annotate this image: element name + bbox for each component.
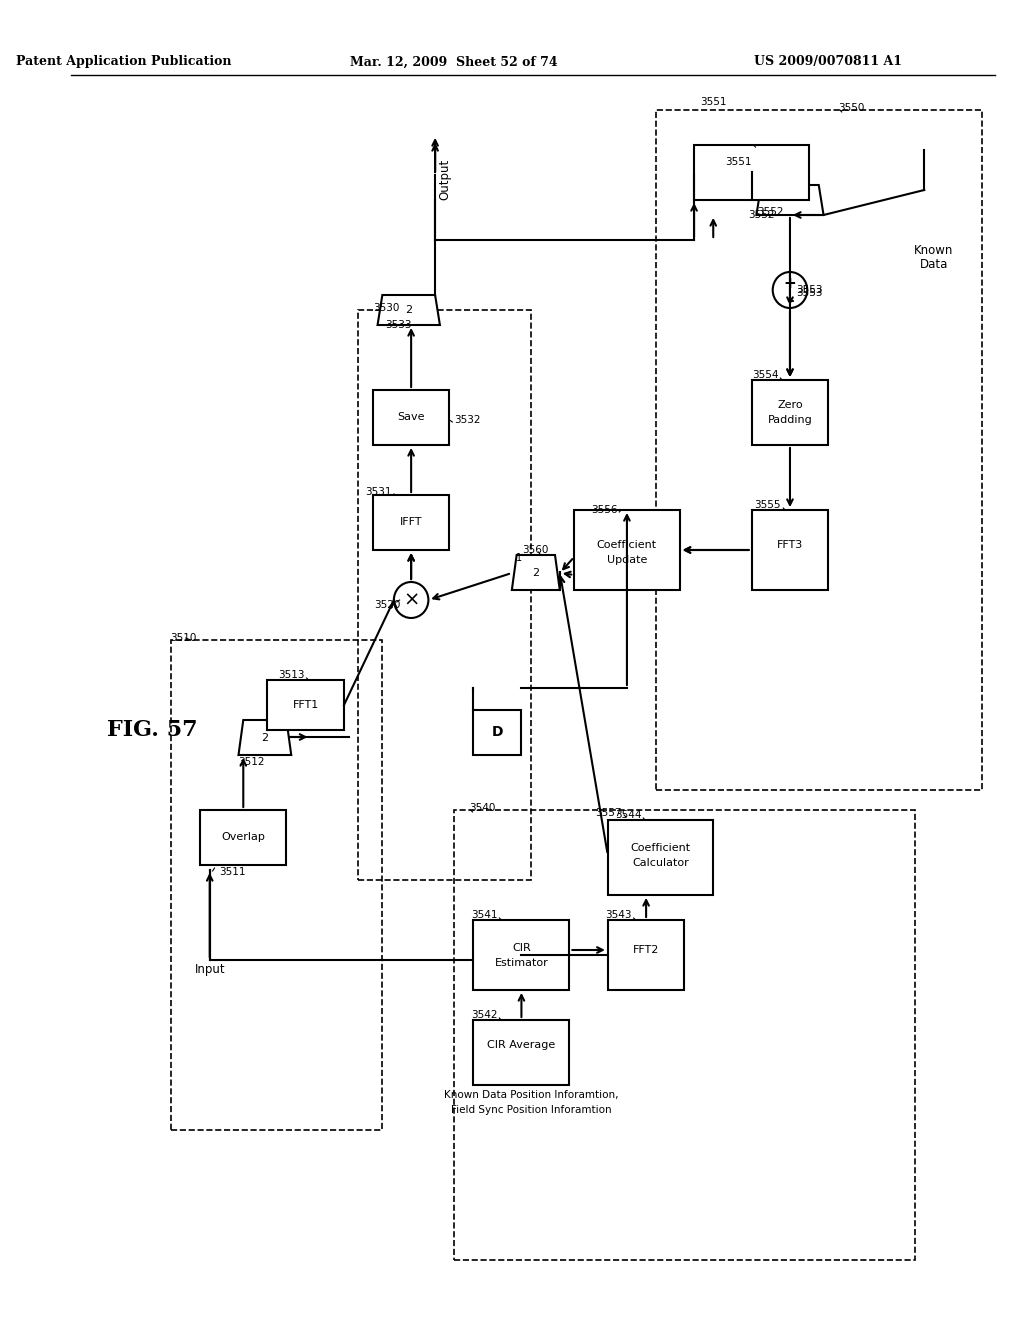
Text: 2: 2 xyxy=(261,733,268,743)
Text: 3557: 3557 xyxy=(596,808,623,818)
Bar xyxy=(473,920,569,990)
Text: 3544: 3544 xyxy=(614,810,641,820)
Polygon shape xyxy=(378,294,440,325)
Text: Calculator: Calculator xyxy=(632,858,689,869)
Text: 3533: 3533 xyxy=(385,319,412,330)
Bar xyxy=(655,110,982,789)
Bar xyxy=(171,640,382,1130)
Text: Field Sync Position Inforamtion: Field Sync Position Inforamtion xyxy=(451,1105,611,1115)
Bar xyxy=(455,810,914,1261)
Text: D: D xyxy=(492,725,503,739)
Bar xyxy=(574,510,680,590)
Bar xyxy=(752,510,828,590)
Text: Update: Update xyxy=(607,554,647,565)
Text: Zero: Zero xyxy=(777,400,803,411)
Text: 1: 1 xyxy=(516,553,522,564)
Bar xyxy=(373,389,450,445)
Bar xyxy=(373,495,450,550)
Text: 3541: 3541 xyxy=(471,909,498,920)
Text: 2: 2 xyxy=(404,305,412,315)
Text: 3532: 3532 xyxy=(455,414,481,425)
Text: 3513: 3513 xyxy=(279,671,305,680)
Text: US 2009/0070811 A1: US 2009/0070811 A1 xyxy=(755,55,902,69)
Text: CIR: CIR xyxy=(512,942,530,953)
Text: Overlap: Overlap xyxy=(221,832,265,842)
Text: 3556: 3556 xyxy=(591,506,617,515)
Text: Save: Save xyxy=(397,412,425,422)
Text: Known Data Position Inforamtion,: Known Data Position Inforamtion, xyxy=(443,1090,618,1100)
Text: Input: Input xyxy=(195,964,225,977)
Text: 3551: 3551 xyxy=(700,96,726,107)
Text: Output: Output xyxy=(438,158,452,201)
Text: CIR Average: CIR Average xyxy=(487,1040,556,1049)
Text: 3560: 3560 xyxy=(522,545,549,554)
Text: Data: Data xyxy=(920,259,948,272)
Bar xyxy=(473,710,521,755)
Text: 3530: 3530 xyxy=(373,304,399,313)
Text: 3512: 3512 xyxy=(238,756,264,767)
Text: 2: 2 xyxy=(532,568,540,578)
Text: 3531: 3531 xyxy=(366,487,392,498)
Text: 3553: 3553 xyxy=(796,288,822,298)
Text: Patent Application Publication: Patent Application Publication xyxy=(15,55,231,69)
Text: 3551: 3551 xyxy=(725,157,752,168)
Text: 3553: 3553 xyxy=(796,285,822,294)
Text: IFFT: IFFT xyxy=(400,517,422,527)
Text: 3552: 3552 xyxy=(758,207,784,216)
Polygon shape xyxy=(757,185,823,215)
Bar xyxy=(608,820,714,895)
Text: 3555: 3555 xyxy=(754,500,780,510)
Bar xyxy=(358,310,531,880)
Bar xyxy=(267,680,344,730)
Bar xyxy=(752,380,828,445)
Text: Coefficient: Coefficient xyxy=(631,843,690,853)
Bar xyxy=(200,810,287,865)
Text: +: + xyxy=(783,276,797,290)
Text: Coefficient: Coefficient xyxy=(597,540,657,550)
Text: ×: × xyxy=(402,590,419,610)
Bar xyxy=(694,145,809,201)
Text: 3552: 3552 xyxy=(748,210,774,220)
Text: –: – xyxy=(786,293,794,308)
Text: FFT1: FFT1 xyxy=(293,700,318,710)
Text: Mar. 12, 2009  Sheet 52 of 74: Mar. 12, 2009 Sheet 52 of 74 xyxy=(350,55,558,69)
Text: Estimator: Estimator xyxy=(495,958,548,968)
Text: Known: Known xyxy=(914,243,953,256)
Text: 3542: 3542 xyxy=(471,1010,498,1020)
Text: FFT2: FFT2 xyxy=(633,945,659,954)
Text: 3540: 3540 xyxy=(469,803,495,813)
Bar xyxy=(608,920,684,990)
Polygon shape xyxy=(512,554,560,590)
Text: 3520: 3520 xyxy=(374,601,400,610)
Text: 3554: 3554 xyxy=(752,370,778,380)
Bar xyxy=(473,1020,569,1085)
Text: Padding: Padding xyxy=(768,414,812,425)
Text: 3511: 3511 xyxy=(219,867,246,876)
Text: 3510: 3510 xyxy=(171,634,197,643)
Polygon shape xyxy=(239,719,291,755)
Text: 3543: 3543 xyxy=(605,909,632,920)
Text: FFT3: FFT3 xyxy=(777,540,803,550)
Text: 3550: 3550 xyxy=(838,103,864,114)
Text: FIG. 57: FIG. 57 xyxy=(106,719,198,741)
